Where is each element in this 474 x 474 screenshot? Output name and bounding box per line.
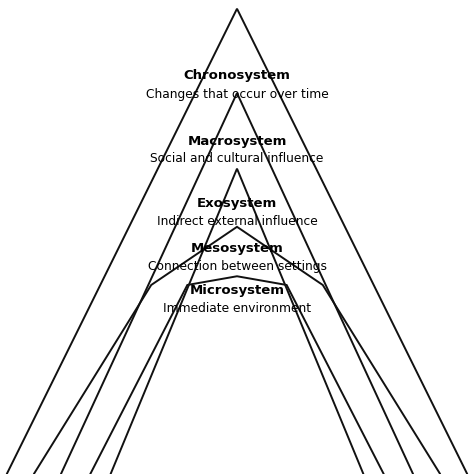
Text: Changes that occur over time: Changes that occur over time [146, 88, 328, 101]
Text: Immediate environment: Immediate environment [163, 302, 311, 315]
Text: Social and cultural influence: Social and cultural influence [150, 152, 324, 165]
Text: Mesosystem: Mesosystem [191, 242, 283, 255]
Text: Microsystem: Microsystem [190, 284, 284, 297]
Text: Indirect external influence: Indirect external influence [156, 215, 318, 228]
Text: Connection between settings: Connection between settings [147, 260, 327, 273]
Text: Exosystem: Exosystem [197, 197, 277, 210]
Text: Chronosystem: Chronosystem [183, 69, 291, 82]
Text: Macrosystem: Macrosystem [187, 135, 287, 147]
